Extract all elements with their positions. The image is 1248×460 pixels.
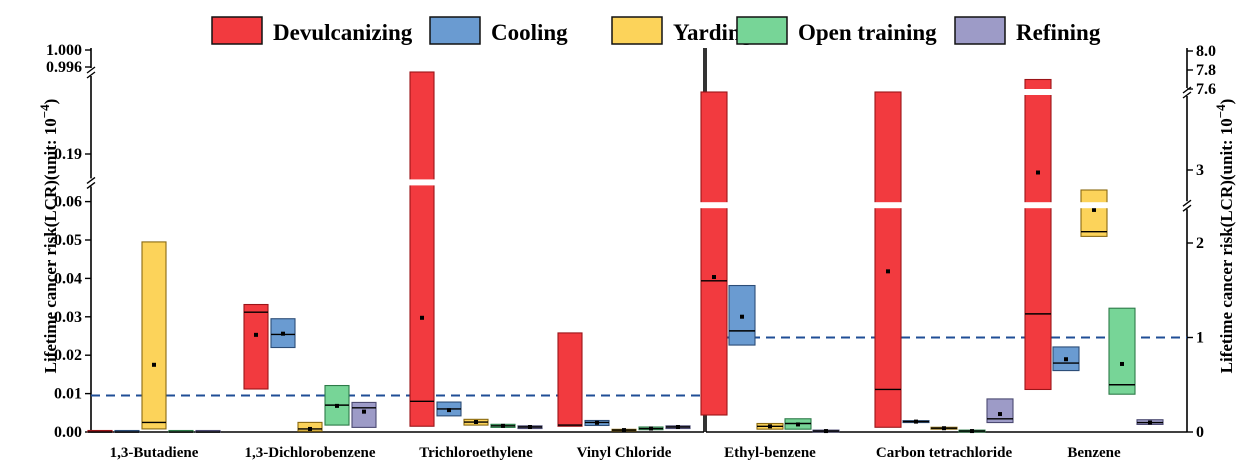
right-box-carbon-tetrachloride-open-training-mean — [970, 429, 974, 434]
legend-swatch-refining — [954, 16, 1006, 45]
right-box-ethyl-benzene-cooling-mean — [740, 314, 744, 319]
left-category-label-vinyl-chloride: Vinyl Chloride — [577, 445, 672, 460]
right-axis-break-mark-b-0 — [1182, 204, 1192, 212]
right-box-benzene-yarding-mean — [1092, 207, 1096, 212]
chart-legend: Devulcanizing Cooling Yarding Open training… — [211, 16, 1101, 45]
right-box-carbon-tetrachloride-cooling-mean — [914, 419, 918, 424]
right-box-benzene-devulcanizing-break-band-1 — [1024, 89, 1052, 95]
left-box-trichloroethylene-devulcanizing-break-band-0 — [409, 179, 435, 186]
right-box-ethyl-benzene-devulcanizing-break-band-0 — [700, 202, 728, 209]
left-box-1-3-dichlorobenzene-devulcanizing — [243, 303, 269, 390]
right-box-carbon-tetrachloride-yarding-mean — [942, 426, 946, 431]
right-ytick-label-5: 7.8 — [1196, 62, 1216, 79]
right-axis-break-gap-0 — [1183, 201, 1191, 210]
right-box-carbon-tetrachloride-refining-mean — [998, 412, 1002, 417]
right-ytick-label-0: 0 — [1196, 424, 1204, 441]
left-box-vinyl-chloride-open-training-mean — [649, 426, 653, 431]
right-panel: 0 1 2 3 7.6 7.8 8.0 Ethyl-benzene Carbon tetrach… — [700, 43, 1216, 460]
left-ytick-label-7: 0.19 — [54, 146, 82, 163]
left-box-trichloroethylene-refining-mean — [528, 425, 532, 430]
left-panel: 0.00 0.01 0.02 0.03 0.04 0.05 0.06 0.19 0.9961.0… — [46, 42, 705, 460]
right-box-carbon-tetrachloride-devulcanizing — [874, 91, 902, 428]
left-category-label-1-3-butadiene: 1,3-Butadiene — [110, 445, 199, 460]
legend-label-open-training: Open training — [798, 20, 937, 45]
right-box-benzene-devulcanizing-mean — [1036, 170, 1040, 175]
legend-label-devulcanizing: Devulcanizing — [273, 20, 413, 45]
right-ytick-label-4: 7.6 — [1196, 81, 1216, 98]
left-ytick-label-5: 0.05 — [54, 232, 82, 249]
right-box-benzene-yarding — [1080, 189, 1108, 237]
left-box-trichloroethylene-yarding-mean — [474, 420, 478, 425]
right-axis-break-mark-b-1 — [1182, 91, 1192, 99]
left-axis-break-mark-b-1 — [86, 71, 96, 79]
left-ytick-label-2: 0.02 — [54, 347, 82, 364]
left-box-trichloroethylene-cooling-mean — [447, 408, 451, 413]
left-y-axis-label: Lifetime cancer risk(LCR)(unit: 10−4) — [37, 99, 61, 374]
left-box-vinyl-chloride-yarding-mean — [622, 428, 626, 433]
right-axis-break-gap-1 — [1183, 88, 1191, 96]
right-axis-break-mark-a-1 — [1182, 86, 1192, 94]
legend-label-refining: Refining — [1016, 20, 1101, 45]
legend-swatch-open-training — [736, 16, 788, 45]
right-axis-break-mark-a-0 — [1182, 199, 1192, 207]
right-box-benzene-open-training-mean — [1120, 361, 1124, 366]
right-box-ethyl-benzene-open-training-mean — [796, 422, 800, 427]
right-box-carbon-tetrachloride-devulcanizing-mean — [886, 269, 890, 274]
right-box-benzene-cooling-mean — [1064, 357, 1068, 362]
left-ytick-label-4: 0.04 — [54, 270, 82, 287]
left-box-1-3-butadiene-yarding — [141, 241, 167, 430]
right-box-ethyl-benzene-refining-mean — [824, 429, 828, 434]
right-y-axis-label: Lifetime cancer risk(LCR)(unit: 10−4) — [1213, 99, 1237, 374]
left-ytick-label-1: 0.01 — [54, 386, 82, 403]
right-box-benzene-devulcanizing — [1024, 78, 1052, 391]
left-ytick-label-0: 0.00 — [54, 424, 82, 441]
right-ytick-label-6: 8.0 — [1196, 43, 1216, 60]
right-box-ethyl-benzene-yarding-mean — [768, 424, 772, 429]
right-box-benzene-yarding-break-band-0 — [1080, 202, 1108, 209]
left-box-trichloroethylene-open-training-mean — [501, 423, 505, 428]
left-axis-break-gap-1 — [87, 68, 95, 76]
right-box-benzene-devulcanizing-break-band-0 — [1024, 202, 1052, 209]
left-category-label-trichloroethylene: Trichloroethylene — [419, 445, 533, 460]
legend-swatch-yarding — [611, 16, 663, 45]
right-ytick-label-2: 2 — [1196, 235, 1204, 252]
legend-label-cooling: Cooling — [491, 20, 568, 45]
left-box-1-3-dichlorobenzene-yarding-mean — [308, 426, 312, 431]
left-axis-break-mark-a-1 — [86, 66, 96, 74]
legend-swatch-cooling — [429, 16, 481, 45]
right-ytick-label-3: 3 — [1196, 162, 1204, 179]
right-box-carbon-tetrachloride-refining — [986, 398, 1014, 424]
right-category-label-benzene: Benzene — [1067, 445, 1121, 460]
left-ytick-label-8: 0.996 — [46, 59, 82, 76]
left-axis-break-mark-b-0 — [86, 181, 96, 189]
left-box-vinyl-chloride-refining-mean — [676, 425, 680, 430]
left-box-1-3-butadiene-yarding-mean — [152, 362, 156, 367]
left-ytick-label-3: 0.03 — [54, 309, 82, 326]
right-category-label-ethyl-benzene: Ethyl-benzene — [724, 445, 816, 460]
left-box-vinyl-chloride-cooling-mean — [595, 420, 599, 425]
left-box-1-3-dichlorobenzene-devulcanizing-mean — [254, 332, 258, 337]
right-box-carbon-tetrachloride-devulcanizing-break-band-0 — [874, 202, 902, 209]
left-ytick-label-9: 1.000 — [46, 42, 82, 59]
left-box-trichloroethylene-devulcanizing-mean — [420, 315, 424, 320]
right-box-ethyl-benzene-devulcanizing — [700, 91, 728, 416]
left-box-1-3-dichlorobenzene-refining-mean — [362, 409, 366, 414]
left-box-1-3-dichlorobenzene-open-training-mean — [335, 403, 339, 408]
left-box-vinyl-chloride-devulcanizing — [557, 332, 583, 427]
left-box-1-3-dichlorobenzene-yarding — [297, 421, 323, 432]
left-box-1-3-dichlorobenzene-refining — [351, 401, 377, 428]
right-box-benzene-open-training — [1108, 307, 1136, 395]
left-axis-break-gap-0 — [87, 178, 95, 187]
legend-swatch-devulcanizing — [211, 16, 263, 45]
right-box-benzene-refining-mean — [1148, 420, 1152, 425]
left-category-label-1-3-dichlorobenzene: 1,3-Dichlorobenzene — [245, 445, 376, 460]
right-ytick-label-1: 1 — [1196, 330, 1204, 347]
left-box-1-3-dichlorobenzene-cooling-mean — [281, 331, 285, 336]
left-box-trichloroethylene-devulcanizing — [409, 71, 435, 427]
right-box-ethyl-benzene-devulcanizing-mean — [712, 275, 716, 280]
left-axis-break-mark-a-0 — [86, 176, 96, 184]
right-category-label-carbon-tetrachloride: Carbon tetrachloride — [876, 445, 1013, 460]
left-ytick-label-6: 0.06 — [54, 194, 82, 211]
